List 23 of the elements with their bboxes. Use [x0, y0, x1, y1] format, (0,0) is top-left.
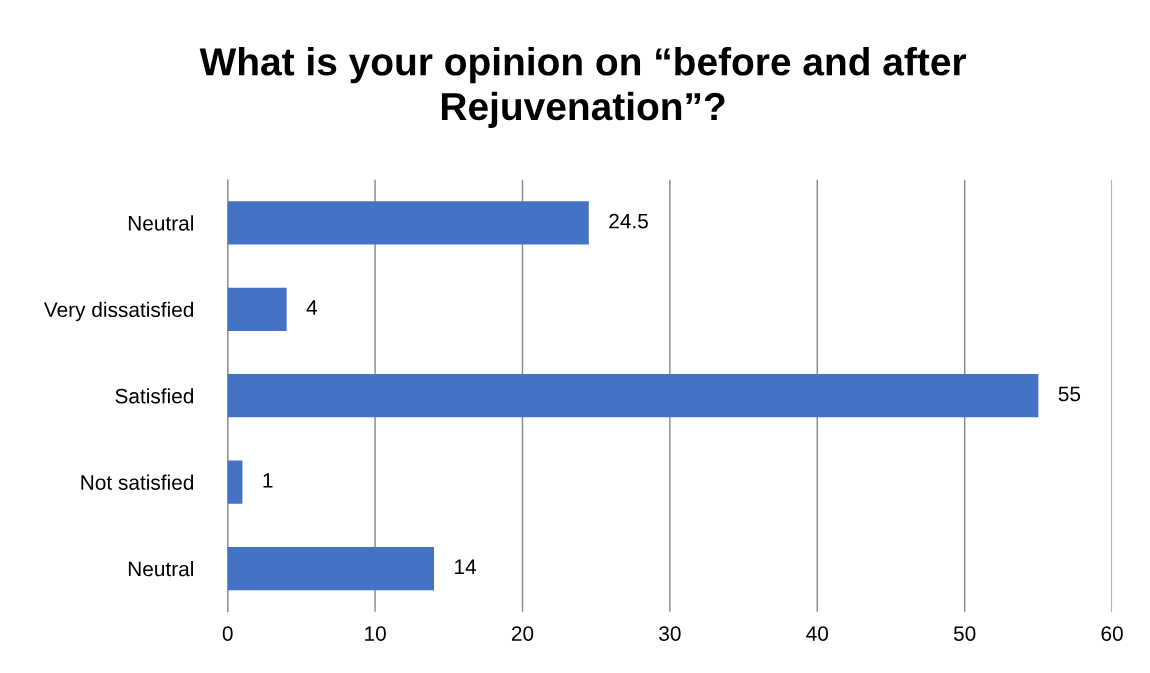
y-tick-label: Neutral	[128, 215, 193, 231]
chart-title: What is your opinion on “before and after Rejuvenation”?	[199, 47, 966, 128]
data-label: 14	[455, 559, 477, 574]
x-tick-label: 0	[222, 626, 233, 641]
y-tick-label: Not satisfied	[81, 474, 194, 490]
x-tick-label: 20	[511, 626, 534, 641]
y-tick-label: Satisfied	[115, 388, 194, 404]
bar	[227, 201, 589, 245]
bar	[227, 546, 435, 591]
x-tick-label: 60	[1101, 626, 1123, 641]
data-label: 4	[306, 300, 318, 315]
data-label: 24.5	[609, 213, 648, 229]
x-tick-label: 50	[953, 626, 976, 641]
bar	[227, 374, 1039, 418]
x-tick-label: 10	[365, 626, 386, 641]
bar	[227, 287, 287, 331]
data-label: 55	[1058, 386, 1081, 402]
y-tick-label: Very dissatisfied	[43, 301, 194, 322]
x-tick-label: 40	[806, 626, 829, 641]
x-tick-label: 30	[659, 626, 681, 641]
data-label: 1	[263, 473, 273, 488]
bar	[227, 460, 243, 504]
y-tick-label: Neutral	[128, 561, 193, 577]
